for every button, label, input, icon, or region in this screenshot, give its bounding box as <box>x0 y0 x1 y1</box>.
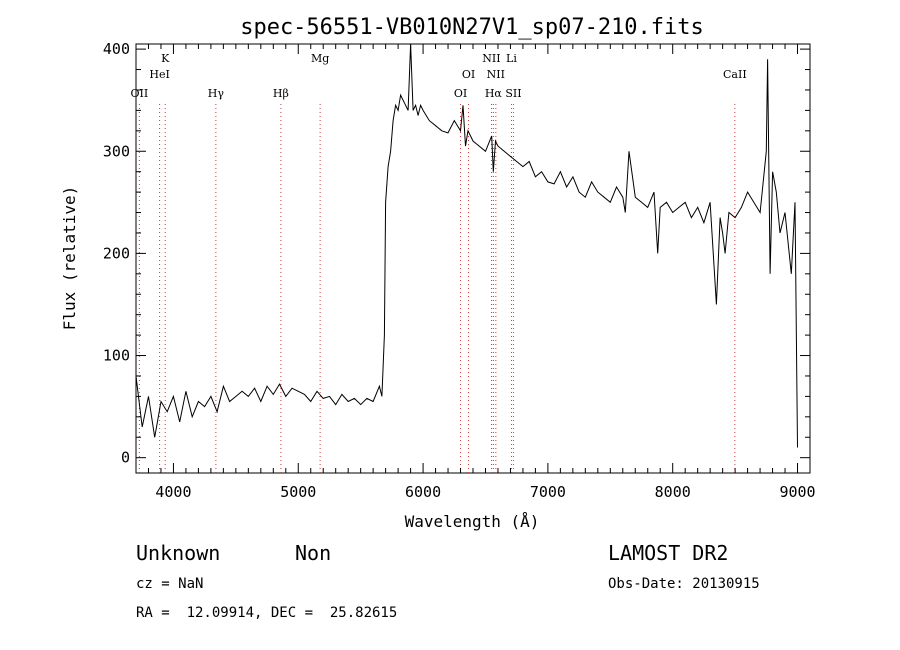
y-tick-label: 0 <box>121 449 130 467</box>
line-marker-label: Hγ <box>208 87 225 100</box>
line-marker-label: HeI <box>149 68 169 81</box>
obs-date: Obs-Date: 20130915 <box>608 576 760 592</box>
line-marker-label: Mg <box>311 52 329 65</box>
survey-name: LAMOST DR2 <box>608 541 729 565</box>
x-tick-label: 7000 <box>530 483 566 501</box>
x-tick-label: 8000 <box>655 483 691 501</box>
x-tick-label: 5000 <box>280 483 316 501</box>
x-tick-label: 9000 <box>779 483 815 501</box>
y-tick-label: 100 <box>103 347 130 365</box>
y-tick-label: 300 <box>103 142 130 160</box>
line-marker-label: OI <box>454 87 467 100</box>
y-tick-label: 200 <box>103 244 130 262</box>
line-marker-label: SII <box>505 87 521 100</box>
chart-title: spec-56551-VB010N27V1_sp07-210.fits <box>240 15 704 40</box>
x-axis-label: Wavelength (Å) <box>405 512 540 531</box>
plot-frame <box>135 43 811 474</box>
line-marker-label: CaII <box>723 68 747 81</box>
line-marker-label: Li <box>506 52 517 65</box>
object-class: Unknown <box>136 541 221 565</box>
line-marker-label: NII <box>482 52 500 65</box>
x-tick-label: 6000 <box>405 483 441 501</box>
y-axis-label: Flux (relative) <box>60 186 79 331</box>
line-marker-label: K <box>161 52 170 65</box>
line-marker-label: Hα <box>485 87 503 100</box>
cz-value: cz = NaN <box>136 576 204 592</box>
spectral-line-markers: OII K HeI Hγ Hβ Mg OI OI NII NII Hα Li SII CaII <box>131 52 747 473</box>
line-marker-label: OII <box>131 87 149 100</box>
object-subclass: Non <box>295 541 332 565</box>
x-tick-label: 4000 <box>155 483 191 501</box>
axis-ticks: 4000 5000 6000 7000 8000 9000 0 100 200 300 400 <box>103 40 816 501</box>
y-tick-label: 400 <box>103 40 130 58</box>
coordinates: RA = 12.09914, DEC = 25.82615 <box>136 605 398 621</box>
line-marker-label: NII <box>487 68 505 81</box>
line-marker-label: Hβ <box>273 87 289 100</box>
spectrum-line <box>135 43 798 448</box>
line-marker-label: OI <box>462 68 475 81</box>
